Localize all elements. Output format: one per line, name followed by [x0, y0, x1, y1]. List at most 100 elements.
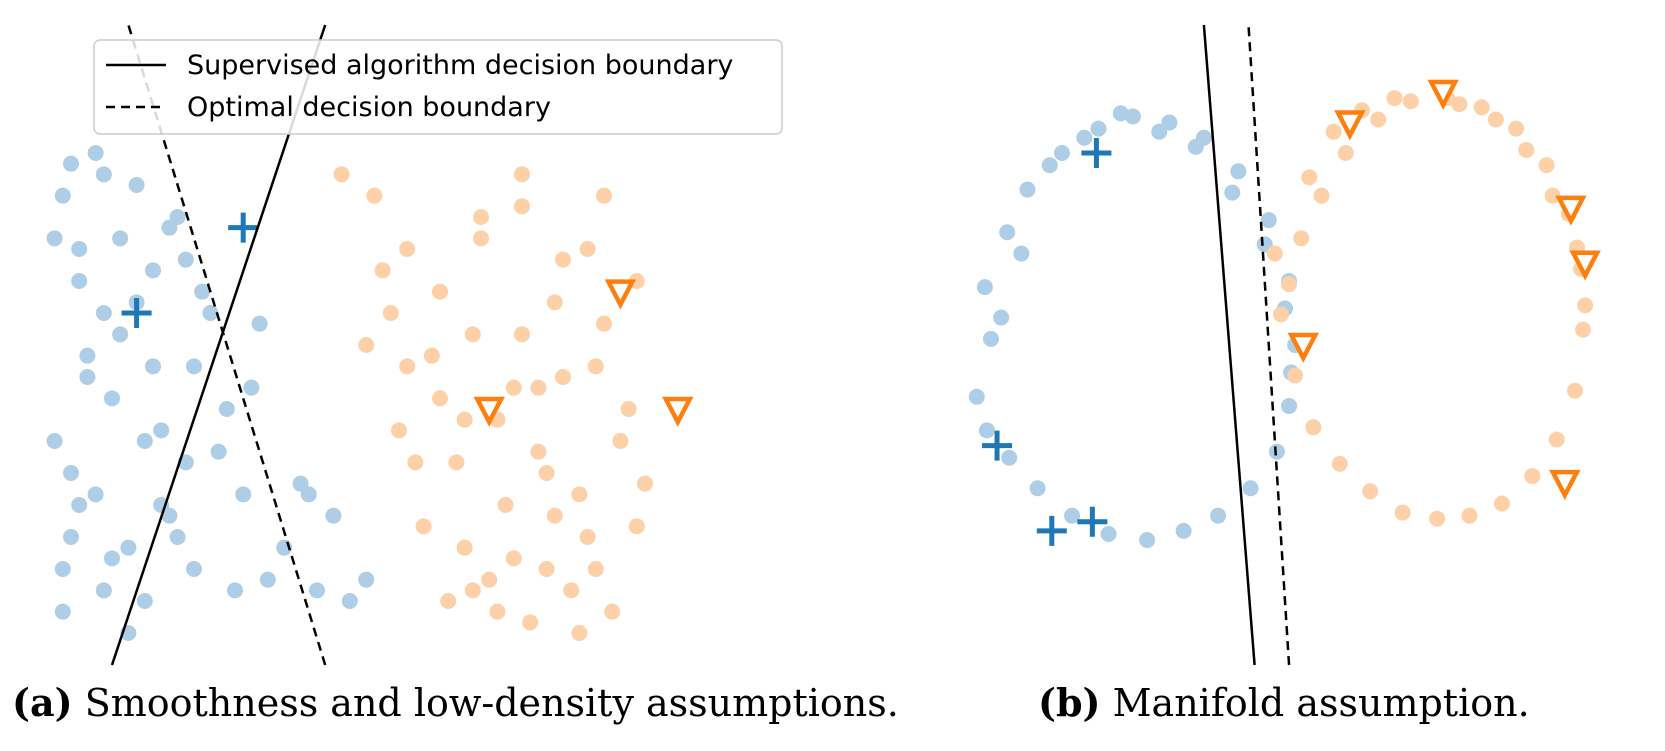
blue-unlabeled-point — [46, 433, 63, 449]
blue-unlabeled-point — [95, 305, 112, 321]
orange-unlabeled-point — [596, 315, 612, 332]
orange-unlabeled-point — [1266, 245, 1283, 262]
figure-canvas: Supervised algorithm decision boundary O… — [46, 24, 1601, 666]
blue-unlabeled-point — [1013, 245, 1030, 262]
blue-unlabeled-point — [976, 279, 993, 296]
orange-unlabeled-point — [579, 241, 596, 257]
blue-unlabeled-point — [1281, 397, 1298, 414]
orange-unlabeled-point — [333, 166, 350, 183]
orange-unlabeled-point — [1287, 367, 1304, 384]
blue-unlabeled-point — [136, 433, 153, 449]
blue-unlabeled-point — [177, 251, 194, 268]
blue-unlabeled-point — [1124, 108, 1141, 125]
orange-unlabeled-point — [620, 401, 637, 417]
blue-unlabeled-point — [1029, 480, 1046, 497]
blue-unlabeled-point — [1100, 525, 1117, 542]
blue-unlabeled-point — [227, 582, 243, 599]
orange-unlabeled-point — [1451, 96, 1468, 113]
orange-unlabeled-point — [489, 603, 506, 620]
orange-unlabeled-point — [464, 326, 481, 343]
caption-b: (b) Manifold assumption. — [1038, 684, 1530, 723]
orange-unlabeled-point — [456, 539, 473, 556]
orange-unlabeled-point — [1577, 297, 1594, 314]
orange-unlabeled-point — [1301, 169, 1318, 186]
orange-unlabeled-point — [1538, 157, 1555, 174]
orange-unlabeled-point — [1429, 510, 1446, 527]
blue-labeled-plus-marker — [228, 212, 259, 243]
blue-unlabeled-point — [325, 507, 342, 524]
orange-unlabeled-point — [514, 326, 530, 343]
blue-unlabeled-point — [169, 529, 186, 545]
blue-unlabeled-point — [1230, 163, 1247, 180]
orange-labeled-triangle-marker — [1287, 332, 1319, 363]
blue-unlabeled-point — [251, 315, 268, 332]
orange-unlabeled-point — [530, 443, 547, 460]
optimal-boundary-line — [1247, 24, 1291, 666]
orange-unlabeled-point — [555, 369, 571, 385]
orange-unlabeled-point — [538, 561, 555, 577]
orange-unlabeled-point — [473, 230, 489, 247]
blue-unlabeled-point — [1001, 449, 1018, 466]
orange-unlabeled-point — [1487, 111, 1504, 128]
blue-labeled-plus-marker — [1077, 506, 1108, 537]
orange-unlabeled-point — [448, 454, 465, 471]
orange-unlabeled-point — [505, 550, 522, 567]
blue-unlabeled-point — [79, 369, 96, 385]
orange-unlabeled-point — [423, 347, 440, 364]
blue-unlabeled-point — [1187, 138, 1204, 155]
orange-unlabeled-point — [637, 475, 653, 492]
orange-unlabeled-point — [514, 166, 530, 183]
blue-unlabeled-point — [358, 571, 375, 588]
orange-labeled-triangle-marker — [1427, 79, 1459, 110]
orange-labeled-triangle-marker — [1549, 469, 1581, 501]
orange-unlabeled-point — [481, 571, 498, 588]
orange-unlabeled-point — [1508, 120, 1525, 137]
blue-unlabeled-point — [112, 230, 129, 247]
orange-unlabeled-point — [1518, 141, 1535, 158]
blue-unlabeled-point — [1175, 522, 1192, 539]
blue-unlabeled-point — [259, 571, 276, 588]
blue-unlabeled-point — [1053, 145, 1070, 161]
blue-unlabeled-point — [54, 603, 71, 620]
blue-unlabeled-point — [186, 358, 202, 375]
blue-unlabeled-point — [982, 330, 999, 347]
orange-unlabeled-point — [1272, 306, 1289, 323]
orange-unlabeled-point — [399, 358, 416, 375]
panel-a-scatter-plot — [46, 24, 694, 666]
orange-unlabeled-point — [587, 358, 604, 375]
legend-label-optimal-boundary: Optimal decision boundary — [187, 92, 551, 123]
blue-labeled-plus-marker — [121, 298, 152, 328]
orange-unlabeled-point — [604, 603, 621, 620]
blue-unlabeled-point — [1210, 507, 1227, 524]
blue-unlabeled-point — [1256, 236, 1273, 253]
orange-unlabeled-point — [1305, 419, 1322, 436]
blue-unlabeled-point — [104, 390, 120, 407]
orange-unlabeled-point — [1394, 504, 1411, 521]
orange-labeled-triangle-marker — [473, 396, 505, 427]
orange-labeled-triangle-marker — [604, 279, 637, 310]
blue-unlabeled-point — [978, 422, 995, 439]
caption-a: (a) Smoothness and low-density assumptio… — [12, 684, 899, 723]
orange-labeled-triangle-marker — [1569, 250, 1601, 281]
blue-unlabeled-point — [104, 550, 120, 567]
orange-unlabeled-point — [464, 582, 481, 599]
orange-unlabeled-point — [1331, 455, 1348, 472]
blue-unlabeled-point — [1224, 184, 1241, 201]
orange-labeled-triangle-marker — [1555, 195, 1587, 226]
blue-unlabeled-point — [1139, 532, 1156, 549]
blue-unlabeled-point — [71, 241, 88, 257]
orange-unlabeled-point — [399, 241, 416, 257]
orange-unlabeled-point — [1548, 431, 1565, 448]
orange-unlabeled-point — [358, 337, 375, 353]
orange-unlabeled-point — [374, 262, 391, 279]
supervised-boundary-line — [1202, 24, 1256, 666]
blue-labeled-plus-marker — [1081, 138, 1112, 168]
orange-unlabeled-point — [546, 294, 563, 311]
orange-unlabeled-point — [473, 209, 489, 225]
orange-unlabeled-point — [366, 187, 383, 204]
orange-unlabeled-point — [579, 529, 596, 545]
orange-unlabeled-point — [432, 390, 448, 407]
orange-unlabeled-point — [1402, 93, 1419, 110]
blue-unlabeled-point — [153, 422, 170, 439]
blue-unlabeled-point — [63, 465, 79, 481]
